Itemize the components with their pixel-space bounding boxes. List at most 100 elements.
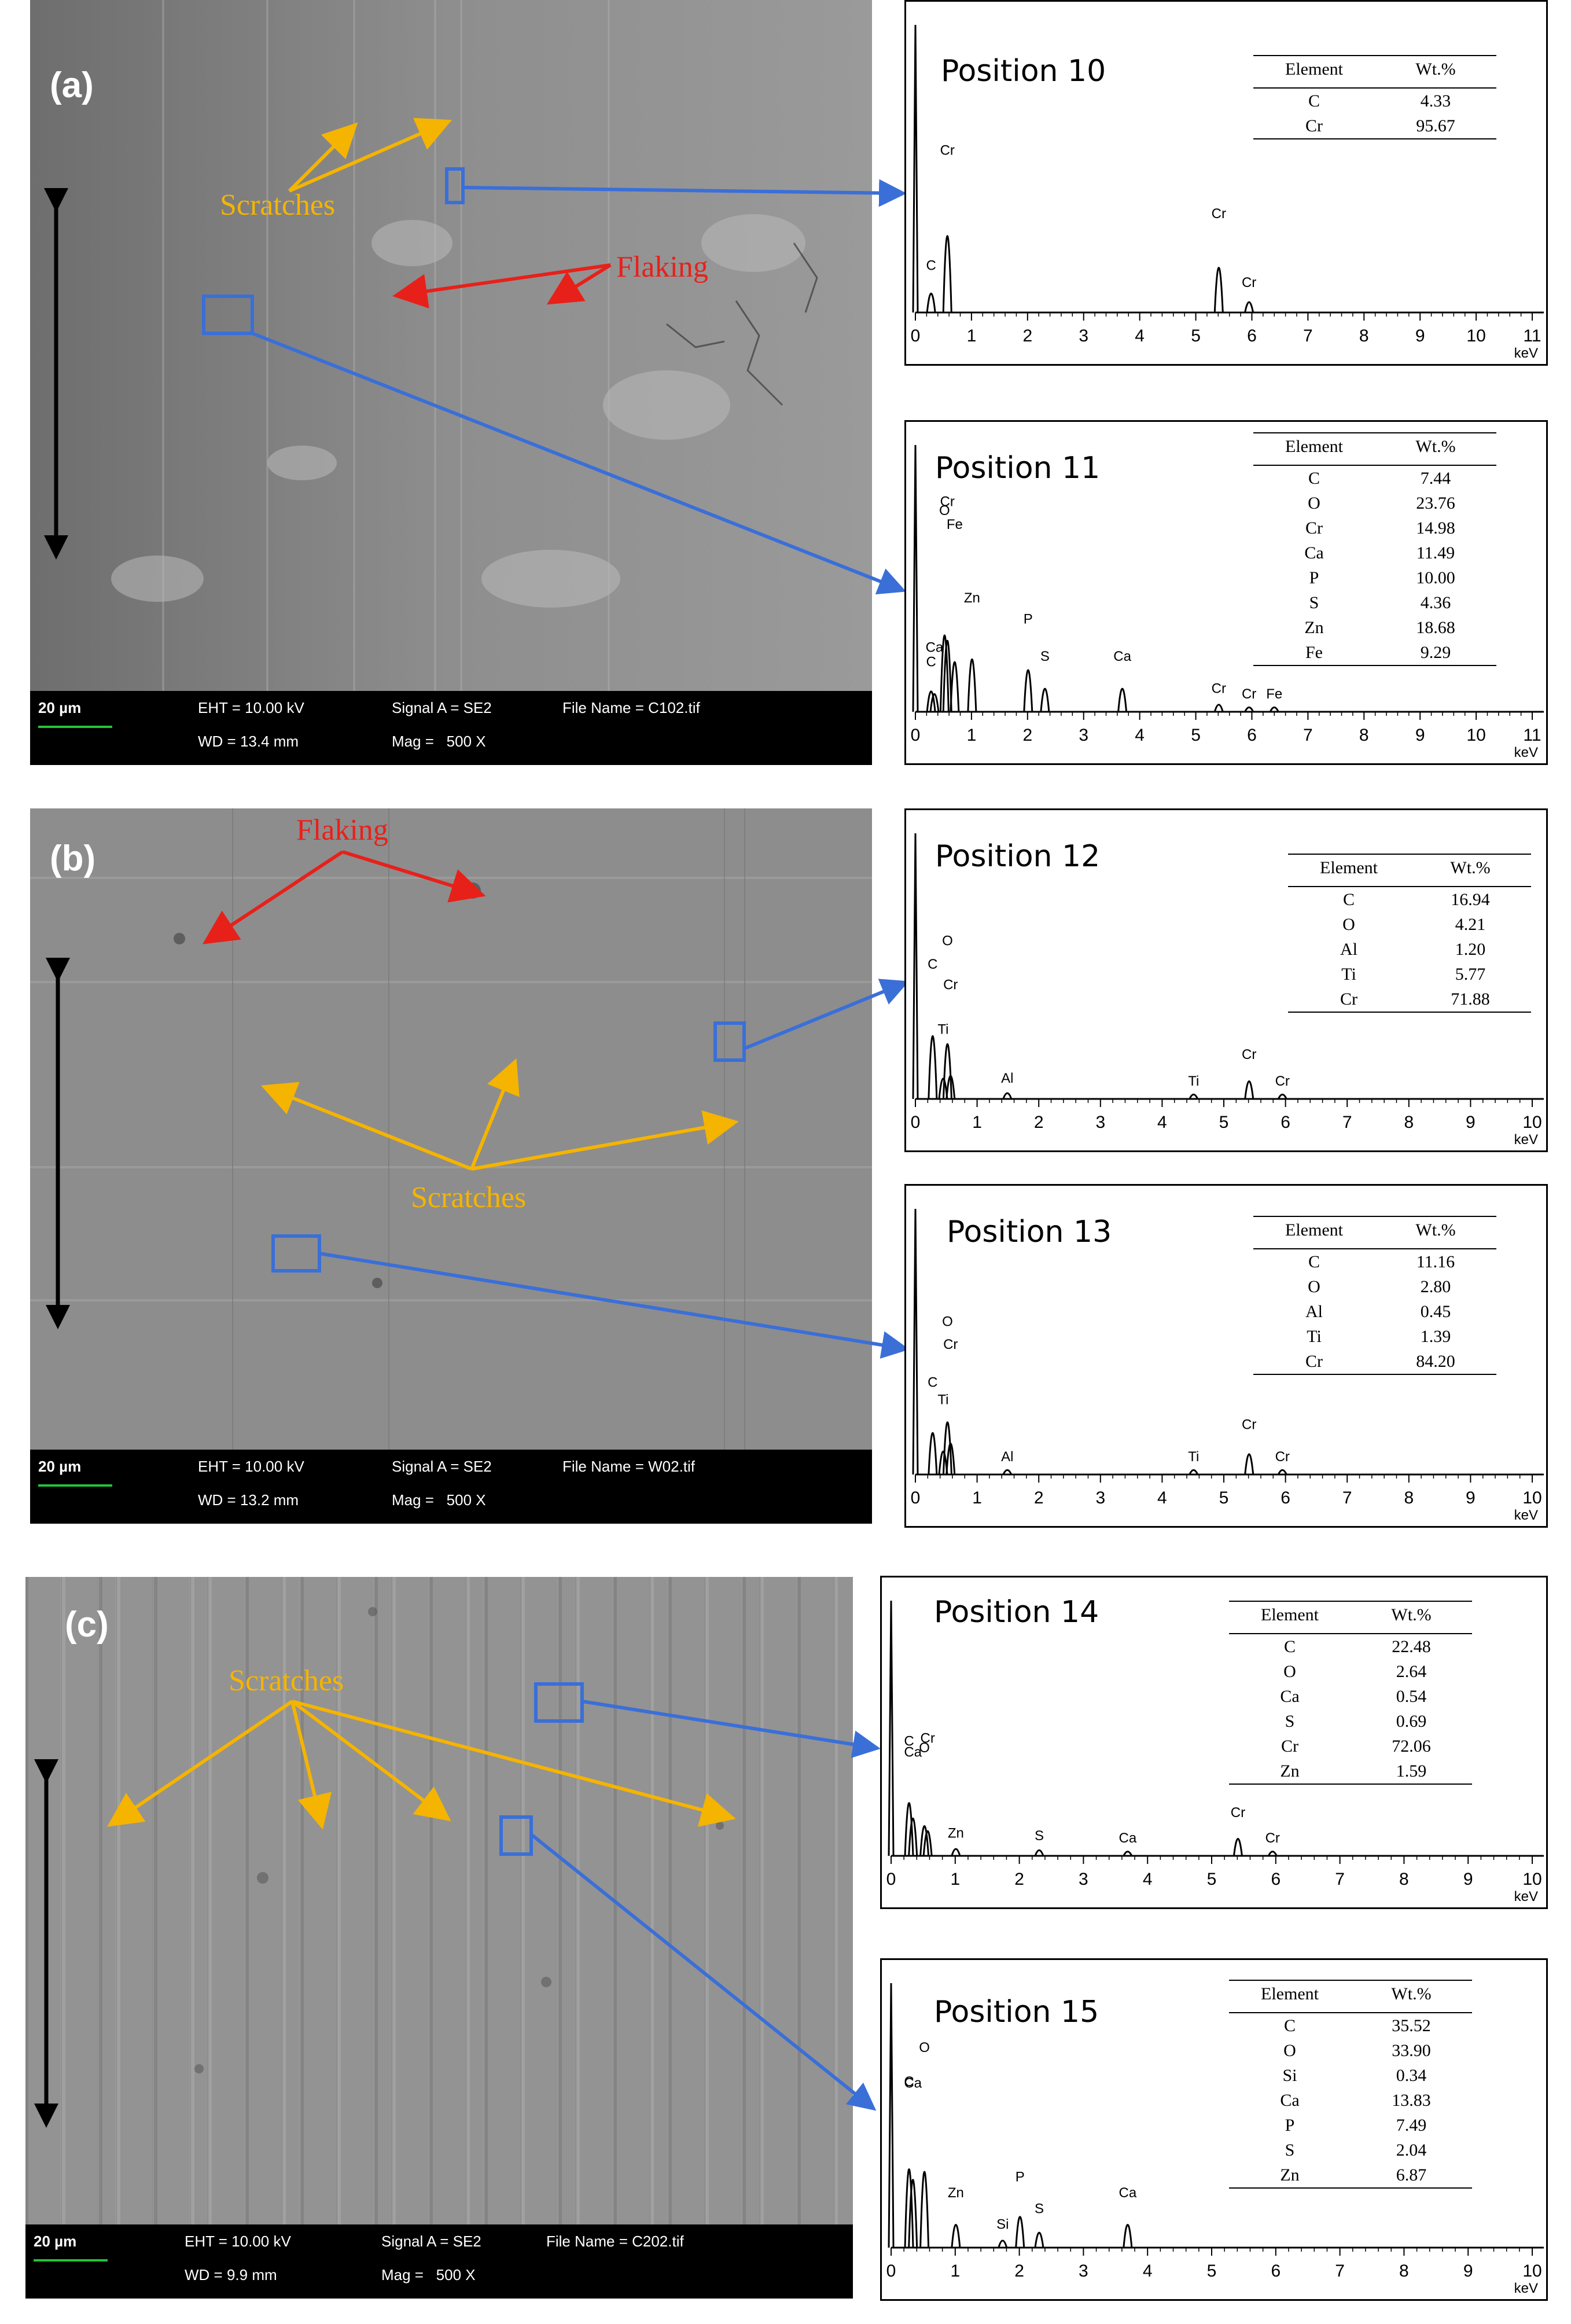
- wd-value: WD = 9.9 mm: [185, 2266, 277, 2283]
- eds-title: Position 12: [935, 839, 1101, 874]
- element-cell: Cr: [1305, 519, 1323, 538]
- annotation-scratches-a: Scratches: [220, 189, 336, 222]
- x-tick-label: 3: [1079, 2262, 1088, 2281]
- table-row: Al 1.20: [1288, 937, 1531, 962]
- x-tick-label: 6: [1281, 1488, 1290, 1507]
- x-tick-label: 1: [950, 1870, 960, 1889]
- arrows-panel-c: [34, 1682, 881, 2128]
- composition-table: Element Wt.% C 4.33 Cr 95.67: [1253, 55, 1496, 139]
- spectrum-peak: [1023, 669, 1033, 712]
- eht-value: EHT = 10.00 kV: [185, 2233, 291, 2250]
- element-cell: P: [1285, 2116, 1295, 2135]
- element-cell: C: [1308, 1252, 1320, 1271]
- spectrum-peak: [1040, 687, 1050, 712]
- element-cell: O: [1308, 494, 1320, 513]
- spectrum-peak: [939, 634, 950, 712]
- table-row: Cr 95.67: [1253, 113, 1496, 139]
- x-tick-label: 5: [1191, 726, 1201, 745]
- x-tick-label: 9: [1463, 1870, 1473, 1889]
- table-row: S 4.36: [1253, 590, 1496, 615]
- x-tick-label: 11: [1523, 326, 1541, 345]
- x-tick-label: 5: [1219, 1113, 1229, 1132]
- file-name: File Name = C102.tif: [562, 699, 700, 716]
- wt-cell: 11.16: [1416, 1252, 1455, 1271]
- table-row: C 11.16: [1253, 1249, 1496, 1274]
- table-row: O 4.21: [1288, 912, 1531, 937]
- table-row: Zn 6.87: [1229, 2163, 1472, 2189]
- wt-cell: 16.94: [1451, 890, 1490, 909]
- wt-cell: 23.76: [1416, 494, 1455, 513]
- peak-label: Al: [1001, 1071, 1013, 1086]
- peak-label: O: [942, 1314, 953, 1330]
- element-cell: C: [1283, 1637, 1296, 1656]
- wt-cell: 4.21: [1455, 915, 1486, 934]
- peak-label: Cr: [1275, 1073, 1290, 1089]
- element-cell: P: [1309, 568, 1319, 587]
- peak-label: Cr: [920, 1731, 934, 1746]
- composition-table: Element Wt.% C 22.48 O 2.64 Ca 0.54 S 0.69 Cr 72.06…: [1229, 1601, 1472, 1785]
- x-tick-label: 7: [1342, 1488, 1352, 1507]
- x-tick-label: 9: [1463, 2262, 1473, 2281]
- table-row: Cr 72.06: [1229, 1734, 1472, 1759]
- x-tick-label: 0: [911, 1113, 921, 1132]
- spectrum-peak: [1034, 2231, 1044, 2248]
- table-row: Ca 0.54: [1229, 1684, 1472, 1709]
- peak-label: Ca: [1119, 1830, 1137, 1846]
- spectrum-peak: [967, 658, 977, 712]
- zero-peak: [888, 1600, 895, 1856]
- element-cell: Al: [1340, 940, 1357, 959]
- peak-label: S: [1035, 2201, 1044, 2216]
- wt-cell: 71.88: [1410, 987, 1531, 1013]
- spectrum-peak: [1123, 1851, 1133, 1856]
- scale-bar: [38, 1484, 112, 1487]
- table-row: S 0.69: [1229, 1709, 1472, 1734]
- spectrum-peak: [945, 1443, 956, 1475]
- x-axis-unit: keV: [1514, 1507, 1538, 1523]
- peak-label: Cr: [1242, 275, 1256, 290]
- element-cell: Cr: [1288, 987, 1410, 1013]
- wt-cell: 1.59: [1351, 1759, 1472, 1785]
- zero-peak: [888, 1983, 895, 2248]
- peak-label: C: [926, 258, 936, 273]
- spectrum-peak: [942, 1043, 952, 1100]
- spectrum-peak: [1034, 1849, 1044, 1856]
- x-tick-label: 1: [972, 1113, 982, 1132]
- signal-value: Signal A = SE2: [392, 699, 492, 716]
- element-cell: Fe: [1253, 640, 1375, 666]
- table-row: O 23.76: [1253, 491, 1496, 516]
- header-wt: Wt.%: [1351, 1980, 1472, 2013]
- x-tick-label: 0: [911, 1488, 921, 1507]
- peak-label: S: [1035, 1828, 1044, 1844]
- sem-databar-c: 20 µm EHT = 10.00 kV WD = 9.9 mm Signal …: [25, 2224, 853, 2299]
- element-cell: Ca: [1280, 1687, 1300, 1706]
- zero-peak: [912, 1208, 919, 1475]
- scale-bar: [34, 2259, 108, 2262]
- table-row: C 35.52: [1229, 2013, 1472, 2038]
- wt-cell: 0.34: [1396, 2066, 1427, 2085]
- wd-value: WD = 13.4 mm: [198, 733, 299, 750]
- peak-label: Si: [996, 2217, 1009, 2233]
- spectrum-peak: [908, 1817, 918, 1856]
- peak-label: Ti: [937, 1022, 948, 1038]
- table-row: O 33.90: [1229, 2038, 1472, 2063]
- spectrum-peak: [942, 235, 952, 313]
- x-tick-label: 0: [911, 726, 921, 745]
- x-tick-label: 0: [911, 326, 921, 345]
- x-tick-label: 2: [1034, 1488, 1044, 1507]
- table-row: O 2.80: [1253, 1274, 1496, 1299]
- peak-label: O: [919, 1740, 930, 1756]
- x-tick-label: 6: [1247, 326, 1257, 345]
- table-row: C 16.94: [1288, 887, 1531, 912]
- x-tick-label: 8: [1359, 326, 1369, 345]
- peak-label: Cr: [1231, 1805, 1245, 1821]
- annotation-scratches-b: Scratches: [411, 1181, 527, 1214]
- peak-label: C: [928, 1374, 937, 1390]
- peak-label: O: [939, 503, 950, 519]
- wt-cell: 33.90: [1392, 2041, 1431, 2060]
- element-cell: Si: [1282, 2066, 1297, 2085]
- wt-cell: 2.80: [1420, 1277, 1451, 1296]
- peak-label: Ca: [904, 2076, 922, 2091]
- zero-peak: [912, 833, 919, 1100]
- x-tick-label: 5: [1207, 2262, 1217, 2281]
- x-tick-label: 8: [1399, 1870, 1409, 1889]
